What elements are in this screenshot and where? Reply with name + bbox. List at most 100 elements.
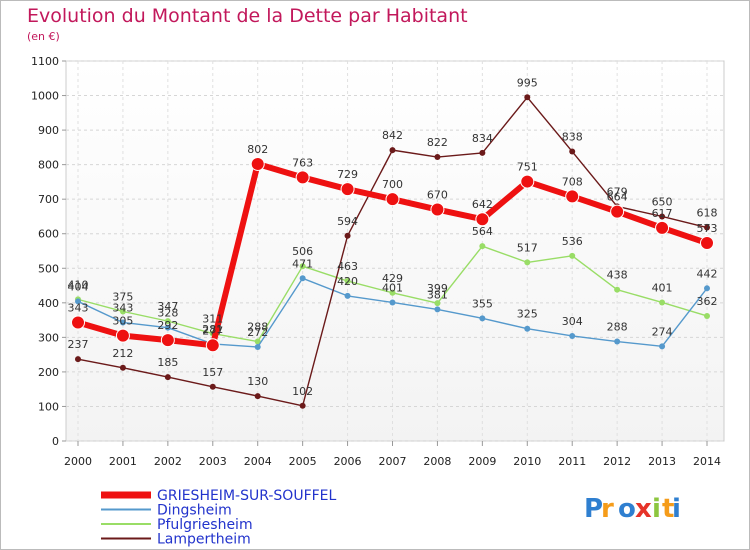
chart-subtitle: (en €): [27, 30, 60, 43]
data-point: [385, 192, 400, 207]
x-tick-label: 2014: [693, 455, 721, 468]
x-tick-label: 2005: [289, 455, 317, 468]
y-tick-label: 500: [38, 262, 59, 275]
data-label: 237: [68, 338, 89, 351]
data-point: [700, 236, 714, 251]
data-label: 304: [562, 315, 583, 328]
data-label: 995: [517, 76, 538, 89]
data-label: 343: [68, 302, 89, 315]
y-tick-label: 600: [38, 228, 59, 241]
logo-letter: t: [662, 494, 674, 524]
x-tick-label: 2000: [64, 455, 92, 468]
data-label: 102: [292, 385, 313, 398]
data-label: 404: [68, 280, 89, 293]
data-point: [565, 189, 580, 204]
data-label: 272: [247, 326, 268, 339]
data-label: 729: [337, 168, 358, 181]
data-point: [254, 338, 261, 345]
data-label: 564: [472, 225, 493, 238]
data-point: [389, 289, 396, 296]
data-label: 573: [697, 222, 718, 235]
data-point: [164, 318, 171, 325]
x-tick-label: 2002: [154, 455, 182, 468]
data-label: 420: [337, 275, 358, 288]
data-point: [295, 170, 310, 185]
proxiti-logo: Pr o x i ti: [584, 494, 681, 524]
data-label: 594: [337, 215, 358, 228]
data-label: 130: [247, 375, 268, 388]
data-label: 471: [292, 257, 313, 270]
data-label: 355: [472, 297, 493, 310]
data-point: [299, 402, 306, 409]
logo-letter: x: [635, 494, 652, 524]
y-tick-label: 100: [38, 400, 59, 413]
data-point: [75, 356, 81, 363]
data-point: [524, 259, 531, 266]
data-point: [389, 299, 396, 306]
data-label: 822: [427, 136, 448, 149]
data-label: 679: [607, 185, 628, 198]
data-label: 642: [472, 198, 493, 211]
data-point: [704, 285, 710, 292]
data-label: 281: [202, 323, 223, 336]
data-point: [75, 298, 81, 305]
y-tick-label: 400: [38, 297, 59, 310]
data-point: [119, 364, 126, 371]
data-point: [115, 328, 130, 343]
data-label: 277: [202, 324, 223, 337]
data-point: [254, 344, 261, 351]
data-point: [160, 333, 175, 348]
data-point: [119, 308, 126, 315]
data-point: [524, 325, 531, 332]
data-label: 708: [562, 175, 583, 188]
y-tick-label: 700: [38, 193, 59, 206]
data-label: 618: [697, 207, 718, 220]
data-point: [479, 149, 486, 156]
data-label: 362: [697, 295, 718, 308]
x-tick-label: 2012: [603, 455, 631, 468]
data-label: 185: [157, 356, 178, 369]
data-label: 343: [112, 302, 133, 315]
data-label: 288: [607, 321, 628, 334]
data-label: 305: [112, 315, 133, 328]
data-label: 157: [202, 366, 223, 379]
data-label: 751: [517, 161, 538, 174]
data-label: 328: [157, 307, 178, 320]
logo-letter: o: [618, 494, 636, 524]
x-tick-label: 2007: [379, 455, 407, 468]
data-point: [434, 300, 441, 307]
plot-area: [65, 60, 725, 442]
data-point: [250, 156, 265, 171]
data-label: 842: [382, 129, 403, 142]
data-label-layer: 410 375 347 311 288 506 463 429 399 564 517 536 438 4…: [68, 76, 718, 397]
x-tick-label: 2003: [199, 455, 227, 468]
y-tick-label: 200: [38, 366, 59, 379]
legend-label: Dingsheim: [157, 503, 232, 519]
data-point: [164, 324, 171, 331]
data-point: [209, 383, 216, 390]
data-point: [389, 147, 396, 154]
x-tick-label: 2010: [513, 455, 541, 468]
data-label: 401: [382, 281, 403, 294]
legend: GRIESHEIM-SUR-SOUFFELDingsheimPfulgriesh…: [101, 488, 337, 548]
y-tick-label: 900: [38, 124, 59, 137]
data-point: [340, 182, 355, 197]
data-point: [164, 374, 171, 381]
data-label: 288: [247, 321, 268, 334]
data-label: 410: [68, 278, 89, 291]
data-point: [569, 148, 576, 155]
data-point: [524, 94, 531, 101]
data-label: 463: [337, 260, 358, 273]
data-point: [475, 212, 490, 227]
data-label: 834: [472, 132, 493, 145]
data-point: [614, 286, 621, 293]
data-label: 438: [607, 269, 628, 282]
data-label: 700: [382, 178, 403, 191]
grid-layer: [66, 60, 724, 442]
data-point: [569, 332, 576, 339]
data-point: [569, 252, 576, 259]
y-tick-label: 1000: [31, 90, 59, 103]
legend-label: Lampertheim: [157, 532, 251, 548]
data-label: 274: [652, 325, 673, 338]
y-tick-label: 800: [38, 159, 59, 172]
